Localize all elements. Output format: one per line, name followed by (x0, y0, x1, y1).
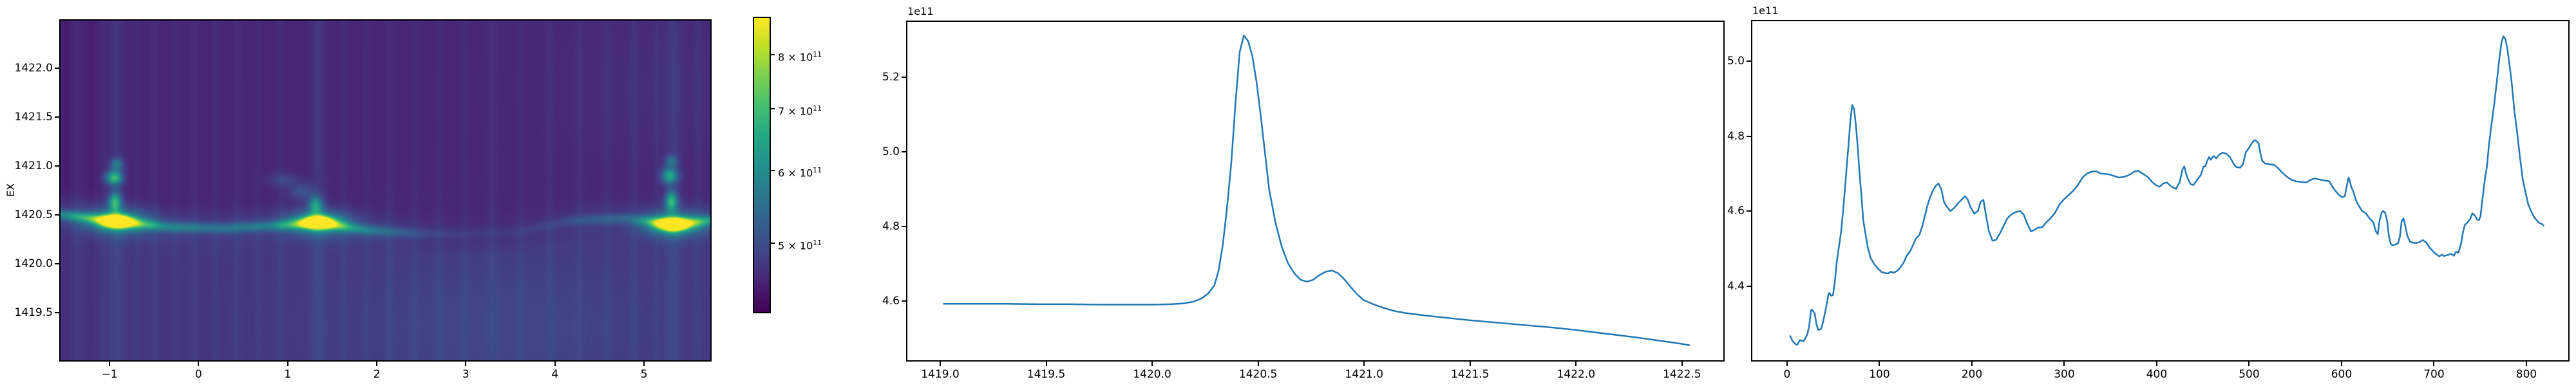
x-tick-label: 4 (551, 368, 559, 381)
y-tick-label: 5.2 (882, 71, 900, 84)
x-tick (2248, 362, 2250, 366)
x-tick-label: 1421.0 (1345, 368, 1383, 381)
x-tick (2433, 362, 2435, 366)
x-tick-label: 1420.0 (1133, 368, 1171, 381)
colorbar-tick-label: 5 × 1011 (778, 239, 822, 252)
right-offset-label: 1e11 (1752, 5, 1779, 17)
x-tick (198, 362, 200, 366)
time-series-plot (1789, 35, 2544, 346)
x-tick (287, 362, 289, 366)
x-tick-label: 100 (1869, 368, 1890, 381)
y-tick (902, 300, 906, 302)
y-tick-label: 5.0 (1727, 55, 1745, 68)
spectrum-profile-line (943, 34, 1690, 346)
x-tick (2525, 362, 2527, 366)
x-tick-label: 700 (2423, 368, 2445, 381)
y-tick-label: 1419.5 (14, 306, 53, 319)
x-tick-label: 1 (284, 368, 292, 381)
x-tick (1151, 362, 1153, 366)
time-series-axes (1751, 20, 2570, 362)
x-tick (1575, 362, 1577, 366)
x-tick (1786, 362, 1788, 366)
x-tick-label: 1421.5 (1450, 368, 1490, 381)
x-tick (1971, 362, 1973, 366)
x-tick (109, 362, 111, 366)
colorbar-tick (771, 54, 775, 56)
heatmap-image (61, 21, 710, 360)
x-tick-label: −1 (101, 368, 118, 381)
x-tick-label: 200 (1961, 368, 1983, 381)
colorbar-tick (771, 169, 775, 171)
x-tick (2063, 362, 2065, 366)
colorbar-tick-label: 6 × 1011 (778, 165, 822, 179)
y-tick-label: 4.8 (1727, 129, 1745, 143)
x-tick-label: 1422.0 (1557, 368, 1596, 381)
heatmap-axes (59, 19, 712, 362)
y-tick-label: 1421.0 (14, 160, 53, 172)
x-tick-label: 1419.5 (1027, 368, 1066, 381)
y-tick (55, 214, 59, 216)
y-tick-label: 4.6 (882, 294, 900, 308)
x-tick-label: 1420.5 (1238, 368, 1278, 381)
colorbar-tick (771, 107, 775, 109)
x-tick-label: 3 (462, 368, 469, 381)
y-tick (55, 312, 59, 313)
x-tick (1045, 362, 1047, 366)
colorbar-tick (771, 243, 775, 244)
x-tick-label: 0 (194, 368, 202, 381)
y-tick (902, 77, 906, 78)
y-tick-label: 4.6 (1727, 205, 1745, 218)
x-tick-label: 800 (2515, 368, 2537, 381)
y-tick (55, 68, 59, 69)
x-tick (465, 362, 467, 366)
x-tick (376, 362, 377, 366)
y-tick (55, 165, 59, 167)
x-tick-label: 600 (2331, 368, 2353, 381)
x-tick-label: 500 (2239, 368, 2260, 381)
y-tick-label: 1422.0 (14, 62, 53, 75)
x-tick (2155, 362, 2157, 366)
spectrum-profile-plot (943, 34, 1690, 346)
x-tick-label: 1422.5 (1663, 368, 1701, 381)
y-tick-label: 4.4 (1727, 279, 1745, 293)
spectrum-profile-axes (906, 21, 1725, 362)
time-series-line (1789, 35, 2544, 346)
colorbar (753, 17, 771, 313)
y-tick (902, 151, 906, 152)
x-tick (2340, 362, 2342, 366)
middle-offset-label: 1e11 (907, 5, 934, 17)
x-tick (1363, 362, 1365, 366)
y-tick (902, 225, 906, 227)
x-tick (554, 362, 556, 366)
y-tick (55, 116, 59, 118)
y-tick-label: 5.0 (882, 145, 900, 158)
x-tick-label: 300 (2054, 368, 2075, 381)
x-tick (643, 362, 645, 366)
x-tick (1879, 362, 1880, 366)
y-tick-label: 1421.5 (14, 111, 53, 124)
y-tick-label: 4.8 (882, 219, 900, 233)
colorbar-tick-label: 7 × 1011 (778, 104, 822, 117)
y-tick-label: 1420.0 (14, 257, 53, 270)
y-tick (55, 263, 59, 264)
y-tick-label: 1420.5 (14, 208, 53, 221)
x-tick (1257, 362, 1259, 366)
x-tick (1681, 362, 1683, 366)
x-tick (1469, 362, 1471, 366)
y-tick (1747, 285, 1751, 287)
x-tick-label: 1419.0 (921, 368, 960, 381)
x-tick-label: 400 (2146, 368, 2168, 381)
y-tick (1747, 135, 1751, 137)
heatmap-ylabel: EX (5, 183, 17, 198)
x-tick-label: 5 (640, 368, 648, 381)
x-tick (939, 362, 941, 366)
x-tick-label: 2 (373, 368, 381, 381)
x-tick-label: 0 (1783, 368, 1791, 381)
colorbar-tick-label: 8 × 1011 (778, 50, 822, 64)
y-tick (1747, 210, 1751, 212)
y-tick (1747, 60, 1751, 62)
